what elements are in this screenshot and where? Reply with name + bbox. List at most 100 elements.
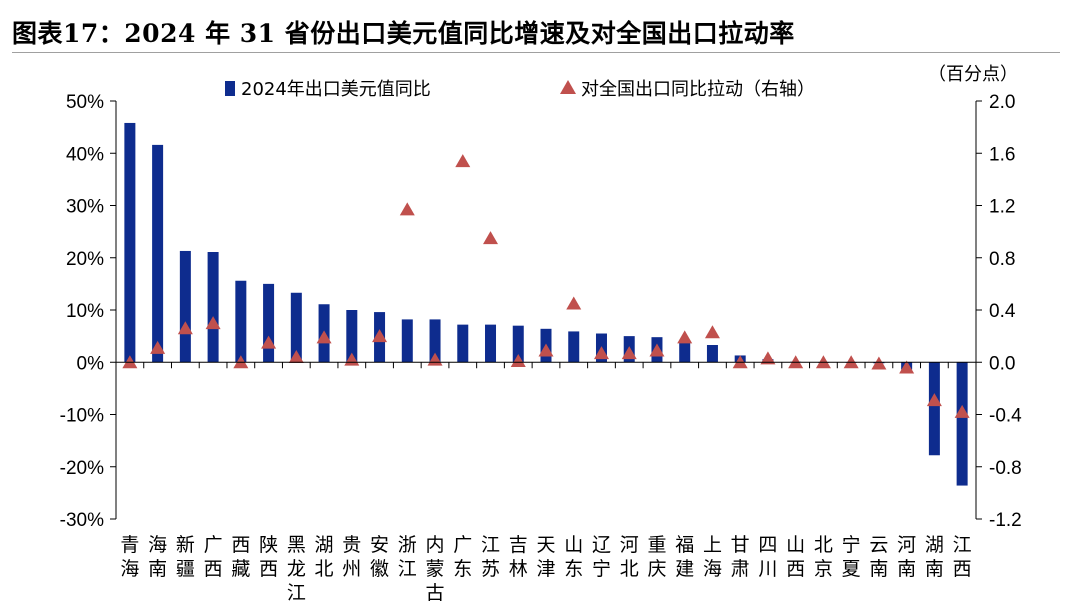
triangle-marker <box>593 346 609 360</box>
bar-series <box>124 122 968 486</box>
left-y-axis: -30% -20% -10% 0% 10% 20% 30% 40% 50% <box>60 92 116 531</box>
category-label: 山西 <box>786 534 805 580</box>
bar <box>401 319 413 363</box>
right-tick-label: -0.8 <box>989 458 1022 479</box>
triangle-marker <box>704 325 720 339</box>
triangle-marker <box>926 393 942 407</box>
triangle-marker <box>483 231 499 245</box>
triangle-marker <box>621 346 637 360</box>
left-tick-label: 0% <box>77 353 105 374</box>
legend: 2024年出口美元值同比 对全国出口同比拉动（右轴） <box>225 79 815 100</box>
bar <box>207 252 219 363</box>
legend-bar-label: 2024年出口美元值同比 <box>241 79 431 100</box>
bar <box>263 283 275 363</box>
bar <box>485 324 497 363</box>
right-y-axis: -1.2 -0.8 -0.4 0.0 0.4 0.8 1.2 1.6 2.0 <box>976 92 1022 531</box>
category-label: 湖北 <box>315 534 334 580</box>
zero-line <box>115 361 977 369</box>
left-tick-label: -20% <box>60 458 104 479</box>
category-label: 福建 <box>675 534 694 580</box>
bar <box>457 324 469 363</box>
legend-triangle-swatch <box>560 80 576 94</box>
bar <box>679 342 691 363</box>
category-label: 新疆 <box>176 534 195 580</box>
triangle-marker <box>372 329 388 343</box>
right-tick-label: -0.4 <box>989 406 1022 427</box>
category-label: 江西 <box>953 534 972 580</box>
category-label: 安徽 <box>370 534 389 580</box>
category-label: 广西 <box>204 534 223 580</box>
category-label: 陕西 <box>259 534 278 580</box>
right-tick-label: 0.4 <box>989 301 1016 322</box>
category-label: 天津 <box>536 534 555 580</box>
category-label: 江苏 <box>481 534 500 580</box>
legend-bar-swatch <box>225 81 235 96</box>
right-axis-unit: （百分点） <box>928 64 1018 85</box>
right-tick-label: 0.8 <box>989 249 1015 270</box>
category-label: 上海 <box>703 534 722 580</box>
category-label: 河北 <box>620 534 639 580</box>
category-label: 湖南 <box>925 534 944 580</box>
bar <box>928 362 940 456</box>
bar <box>290 292 302 363</box>
category-label: 宁夏 <box>842 534 861 580</box>
triangle-marker <box>399 202 415 216</box>
triangle-marker <box>288 350 304 364</box>
left-tick-label: -10% <box>60 406 104 427</box>
category-label: 云南 <box>869 534 888 580</box>
category-label: 吉林 <box>509 534 528 580</box>
right-tick-label: 1.6 <box>989 144 1015 165</box>
bar <box>429 319 441 363</box>
right-tick-label: 1.2 <box>989 197 1015 218</box>
triangle-marker <box>649 343 665 357</box>
category-label: 河南 <box>897 534 916 580</box>
x-axis-labels: 青海海南新疆广西西藏陕西黑龙江湖北贵州安徽浙江内蒙古广东江苏吉林天津山东辽宁河北… <box>120 534 971 604</box>
bar <box>706 345 718 363</box>
triangle-marker <box>455 154 471 168</box>
bar <box>235 280 247 363</box>
triangle-marker <box>677 330 693 344</box>
bar <box>512 325 524 363</box>
chart-title: 图表17：2024 年 31 省份出口美元值同比增速及对全国出口拉动率 <box>12 19 795 48</box>
legend-triangle-label: 对全国出口同比拉动（右轴） <box>581 79 815 100</box>
triangle-marker <box>871 356 887 370</box>
triangle-marker <box>150 340 166 354</box>
category-label: 四川 <box>758 534 777 580</box>
category-label: 北京 <box>814 534 833 580</box>
bar <box>568 331 580 363</box>
category-label: 海南 <box>148 534 167 580</box>
category-label: 西藏 <box>231 534 250 580</box>
left-tick-label: -30% <box>60 510 104 531</box>
triangle-marker <box>566 296 582 310</box>
category-label: 黑龙江 <box>287 534 306 604</box>
category-label: 青海 <box>120 534 139 580</box>
triangle-series <box>122 154 970 418</box>
triangle-marker <box>899 360 915 374</box>
triangle-marker <box>316 330 332 344</box>
triangle-marker <box>205 316 221 330</box>
category-label: 重庆 <box>647 534 666 580</box>
category-label: 甘肃 <box>731 534 750 580</box>
triangle-marker <box>261 335 277 349</box>
left-tick-label: 10% <box>66 301 104 322</box>
triangle-marker <box>177 321 193 335</box>
bar <box>346 310 358 363</box>
left-tick-label: 20% <box>66 249 104 270</box>
triangle-marker <box>760 351 776 365</box>
triangle-marker <box>538 343 554 357</box>
category-label: 广东 <box>453 534 472 580</box>
category-label: 山东 <box>564 534 583 580</box>
bar <box>152 144 164 363</box>
category-label: 贵州 <box>342 534 361 580</box>
category-label: 辽宁 <box>592 534 611 580</box>
category-label: 内蒙古 <box>426 534 445 604</box>
category-label: 浙江 <box>398 534 417 580</box>
triangle-marker <box>954 404 970 418</box>
bar <box>956 362 968 486</box>
title-divider <box>12 52 1060 53</box>
left-tick-label: 30% <box>66 197 104 218</box>
left-tick-label: 50% <box>66 92 104 113</box>
right-tick-label: 0.0 <box>989 353 1015 374</box>
bar <box>179 250 191 363</box>
